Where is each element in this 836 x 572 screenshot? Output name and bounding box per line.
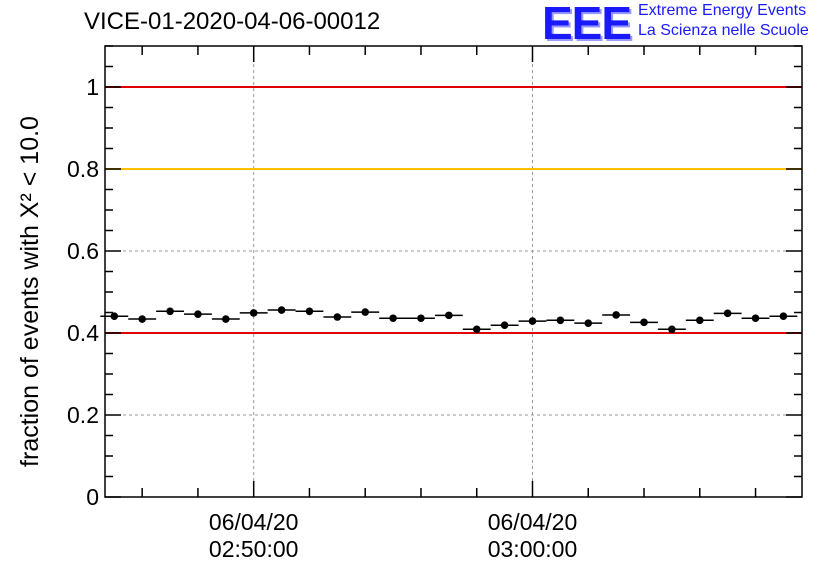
- y-tick-label: 0.2: [67, 402, 99, 428]
- data-marker: [528, 317, 537, 325]
- data-point: [685, 316, 714, 325]
- logo-subtitle-line2: La Scienza nelle Scuole: [638, 22, 809, 39]
- data-marker: [695, 316, 704, 325]
- data-marker: [556, 316, 565, 325]
- data-point: [183, 310, 212, 318]
- x-tick-label-date: 06/04/20: [488, 509, 578, 535]
- data-point: [602, 311, 631, 319]
- grid-lines: [105, 46, 802, 497]
- data-point: [407, 314, 435, 323]
- data-marker: [584, 319, 593, 327]
- y-axis-label: fraction of events with X² < 10.0: [16, 116, 44, 467]
- data-point: [574, 319, 603, 327]
- plot-frame: [104, 45, 803, 498]
- data-marker: [305, 307, 314, 316]
- data-marker: [751, 314, 760, 323]
- data-point: [769, 312, 798, 320]
- data-point: [267, 306, 296, 314]
- data-point: [741, 314, 770, 323]
- data-marker: [277, 306, 286, 314]
- y-tick-label: 0.8: [67, 156, 99, 182]
- x-tick-label-time: 03:00:00: [488, 536, 578, 562]
- x-tick-label-date: 06/04/20: [209, 509, 299, 535]
- eee-logo: EEE Extreme Energy Events La Scienza nel…: [542, 0, 832, 49]
- data-marker: [333, 313, 342, 321]
- y-tick-label: 0: [86, 484, 99, 510]
- data-marker: [389, 314, 397, 323]
- data-points: [100, 306, 798, 334]
- data-point: [295, 307, 324, 316]
- data-marker: [779, 312, 788, 320]
- data-point: [490, 321, 519, 330]
- data-marker: [249, 309, 258, 317]
- data-point: [546, 316, 575, 325]
- data-marker: [640, 318, 648, 327]
- data-point: [434, 311, 463, 320]
- data-point: [630, 318, 658, 327]
- y-tick-label: 0.6: [67, 238, 99, 264]
- data-point: [239, 309, 268, 317]
- data-point: [518, 317, 547, 325]
- x-tick-label-time: 02:50:00: [209, 536, 299, 562]
- data-marker: [110, 312, 119, 320]
- logo-mark: EEE: [542, 0, 632, 49]
- axis-labels: 00.20.40.60.8106/04/2002:50:0006/04/2003…: [67, 74, 577, 562]
- reference-lines: [105, 86, 802, 334]
- data-marker: [138, 315, 146, 323]
- data-marker: [445, 311, 453, 320]
- logo-subtitle-line1: Extreme Energy Events: [638, 2, 807, 19]
- y-tick-label: 0.4: [67, 320, 99, 346]
- data-point: [128, 315, 157, 323]
- data-marker: [723, 309, 732, 318]
- data-marker: [472, 325, 481, 334]
- data-marker: [166, 307, 174, 316]
- data-point: [211, 315, 240, 323]
- chart-title: VICE-01-2020-04-06-00012: [84, 8, 381, 35]
- data-point: [156, 307, 184, 316]
- data-marker: [222, 315, 230, 323]
- data-point: [713, 309, 742, 318]
- data-marker: [500, 321, 509, 330]
- data-marker: [612, 311, 620, 319]
- data-point: [657, 325, 686, 334]
- data-point: [351, 308, 380, 316]
- data-marker: [668, 325, 676, 334]
- data-point: [323, 313, 352, 321]
- data-point: [379, 314, 408, 323]
- data-marker: [194, 310, 202, 318]
- y-tick-label: 1: [86, 74, 99, 100]
- data-marker: [417, 314, 425, 323]
- data-point: [462, 325, 491, 334]
- data-marker: [361, 308, 370, 316]
- axis-ticks: [105, 45, 802, 498]
